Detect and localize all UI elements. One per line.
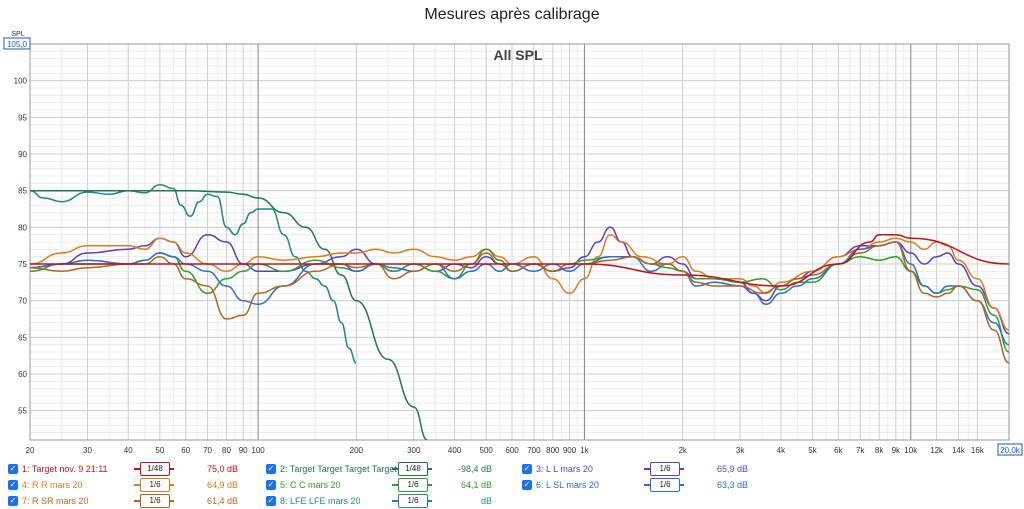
x-tick-label: 9k (892, 446, 901, 455)
y-axis-label: SPL (11, 31, 24, 38)
y-tick-label: 70 (18, 297, 27, 306)
x-tick-label: 40 (124, 446, 133, 455)
x-tick-label: 70 (203, 446, 212, 455)
x-tick-label: 6k (834, 446, 843, 455)
x-tick-label: 800 (546, 446, 560, 455)
series-layer (30, 184, 1009, 440)
y-tick-label: 100 (14, 77, 28, 86)
chart-subtitle: All SPL (493, 47, 542, 63)
x-tick-label: 10k (904, 446, 918, 455)
minor-grid (30, 43, 1009, 441)
legend-value: dB (480, 496, 492, 506)
legend-checkbox[interactable]: ✓ (266, 496, 276, 506)
series-line-7 (30, 241, 1009, 364)
legend-checkbox[interactable]: ✓ (266, 480, 276, 490)
x-tick-label: 50 (155, 446, 164, 455)
plot-frame (29, 43, 1010, 441)
legend-value: 64,1 dB (460, 480, 492, 490)
legend-series-name: 5: C C mars 20 (280, 480, 341, 490)
legend-value: 75,0 dB (206, 464, 238, 474)
legend-smoothing-button[interactable]: 1/48 (140, 462, 170, 476)
x-tick-label: 14k (952, 446, 966, 455)
x-tick-label: 12k (930, 446, 944, 455)
x-tick-label: 3k (736, 446, 745, 455)
x-right-box[interactable]: 20,0k (997, 443, 1023, 456)
x-tick-label: 900 (563, 446, 577, 455)
series-line-8 (30, 184, 357, 364)
legend-smoothing-button[interactable]: 1/48 (398, 462, 428, 476)
x-tick-label: 2k (678, 446, 687, 455)
y-tick-label: 80 (18, 223, 27, 232)
legend-value: 65,9 dB (716, 464, 748, 474)
y-top-label: 105,0 (7, 40, 28, 49)
x-tick-label: 300 (407, 446, 421, 455)
legend-item: ✓ 8: LFE LFE mars 20 (266, 493, 361, 509)
legend-value: 64,9 dB (206, 480, 238, 490)
x-tick-label: 7k (856, 446, 865, 455)
chart-title: Mesures après calibrage (424, 6, 600, 23)
legend-checkbox[interactable]: ✓ (8, 496, 18, 506)
y-tick-label: 60 (18, 370, 27, 379)
y-tick-label: 75 (18, 260, 27, 269)
x-tick-label: 16k (971, 446, 985, 455)
legend-item: ✓ 3: L L mars 20 (522, 461, 593, 477)
legend-smoothing-button[interactable]: 1/6 (140, 494, 170, 508)
series-line-1 (30, 233, 1009, 287)
legend-checkbox[interactable]: ✓ (266, 464, 276, 474)
x-tick-label: 400 (448, 446, 462, 455)
legend-smoothing-button[interactable]: 1/6 (650, 478, 680, 492)
legend-item: ✓ 6: L SL mars 20 (522, 477, 599, 493)
legend-series-name: 1: Target nov. 9 21:11 (22, 464, 108, 474)
legend-smoothing-button[interactable]: 1/6 (398, 494, 428, 508)
legend-checkbox[interactable]: ✓ (522, 480, 532, 490)
y-top-box[interactable]: 105,0 (3, 37, 31, 50)
legend-checkbox[interactable]: ✓ (8, 464, 18, 474)
x-tick-label: 60 (181, 446, 190, 455)
y-tick-label: 65 (18, 333, 27, 342)
legend-series-name: 6: L SL mars 20 (536, 480, 599, 490)
legend-smoothing-button[interactable]: 1/6 (398, 478, 428, 492)
legend-series-name: 3: L L mars 20 (536, 464, 593, 474)
legend-smoothing-button[interactable]: 1/6 (650, 462, 680, 476)
x-tick-label: 100 (251, 446, 265, 455)
y-tick-label: 55 (18, 407, 27, 416)
legend-series-name: 7: R SR mars 20 (22, 496, 89, 506)
legend-value: 63,3 dB (716, 480, 748, 490)
x-tick-label: 700 (527, 446, 541, 455)
legend-smoothing-button[interactable]: 1/6 (140, 478, 170, 492)
legend-item: ✓ 2: Target Target Target Target 1 (266, 461, 404, 477)
series-line-4 (30, 233, 1009, 331)
x-tick-label: 5k (808, 446, 817, 455)
x-tick-label: 8k (875, 446, 884, 455)
y-tick-label: 85 (18, 187, 27, 196)
x-right-label: 20,0k (1000, 446, 1021, 455)
x-tick-label: 80 (222, 446, 231, 455)
x-tick-label: 200 (350, 446, 364, 455)
legend-item: ✓ 1: Target nov. 9 21:11 (8, 461, 108, 477)
legend-checkbox[interactable]: ✓ (522, 464, 532, 474)
x-tick-label: 30 (83, 446, 92, 455)
legend-item: ✓ 5: C C mars 20 (266, 477, 341, 493)
y-tick-label: 90 (18, 150, 27, 159)
legend-series-name: 8: LFE LFE mars 20 (280, 496, 361, 506)
series-line-2 (30, 189, 428, 440)
legend-checkbox[interactable]: ✓ (8, 480, 18, 490)
legend-series-name: 4: R R mars 20 (22, 480, 83, 490)
major-grid (29, 44, 1009, 440)
y-tick-label: 95 (18, 113, 27, 122)
x-tick-label: 90 (239, 446, 248, 455)
x-tick-label: 600 (505, 446, 519, 455)
legend-item: ✓ 7: R SR mars 20 (8, 493, 89, 509)
x-tick-label: 4k (777, 446, 786, 455)
x-tick-label: 20 (26, 446, 35, 455)
x-tick-label: 1k (580, 446, 589, 455)
x-tick-label: 500 (480, 446, 494, 455)
legend-value: 61,4 dB (206, 496, 238, 506)
legend-series-name: 2: Target Target Target Target 1 (280, 464, 405, 474)
legend-value: -98,4 dB (457, 464, 492, 474)
legend-item: ✓ 4: R R mars 20 (8, 477, 83, 493)
